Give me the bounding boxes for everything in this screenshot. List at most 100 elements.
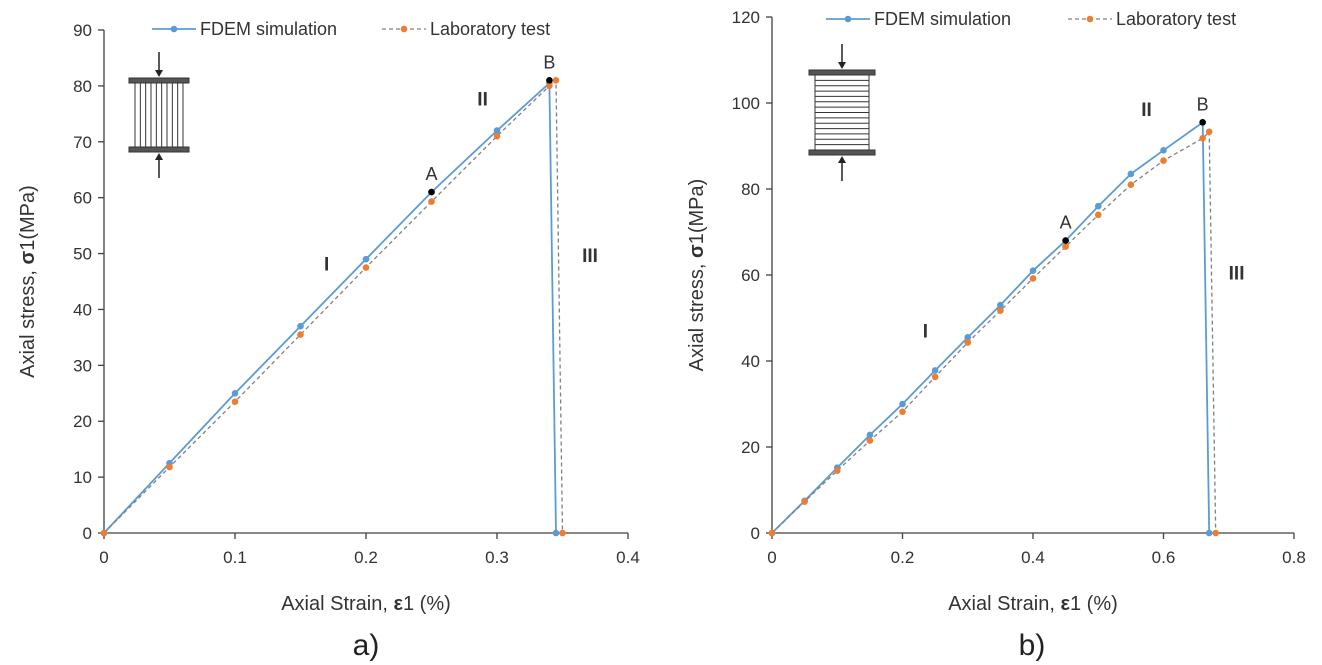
series-2-point: [100, 529, 108, 537]
y-axis-title-part-2: σ: [17, 250, 39, 264]
series-2-point: [1199, 134, 1206, 142]
x-tick-label: 0.2: [354, 548, 378, 567]
region-label: III: [582, 246, 598, 267]
arrow-down-icon: [155, 70, 163, 77]
x-tick-label: 0: [767, 548, 776, 567]
y-tick-label: 60: [73, 189, 92, 208]
series-1-point: [1205, 529, 1213, 537]
legend: FDEM simulation Laboratory test: [152, 19, 550, 39]
y-axis-title: Axial stress, σ1(MPa): [17, 185, 39, 378]
series-2-point: [1094, 211, 1102, 219]
region-label: II: [1141, 100, 1152, 121]
x-axis-title-part-2: ε: [1060, 593, 1070, 615]
chart-panel-2: 0 20 40 60 80 100 120 0 0.2 0.4 0.6 0.8 Axial Strain…: [686, 8, 1306, 662]
y-tick-label: 70: [73, 133, 92, 152]
x-axis-title: Axial Strain, ε1 (%): [281, 593, 451, 615]
x-tick-label: 0.1: [223, 548, 247, 567]
x-tick-label: 0.6: [1152, 548, 1176, 567]
arrow-up-icon: [838, 156, 846, 163]
point-marker-b: [546, 77, 553, 84]
legend-label-fdem: FDEM simulation: [200, 19, 337, 39]
series-2-point: [552, 77, 560, 84]
point-label-b: B: [543, 52, 555, 72]
chart-panel-1: 0 10 20 30 40 50 60 70 80 90 0 0.1 0.2 0.3 0.4 Axial St…: [17, 19, 640, 662]
series-1-point: [997, 301, 1004, 309]
series-1-point: [1094, 202, 1102, 210]
y-axis-title-part-3: 1(MPa): [17, 185, 39, 251]
legend-marker-fdem: [844, 15, 852, 23]
y-tick-label: 20: [741, 438, 760, 457]
series-2-point: [231, 398, 239, 405]
point-label-a: A: [1060, 213, 1072, 233]
x-axis-title-part-1: Axial Strain,: [281, 593, 393, 615]
y-axis-title-part-1: Axial stress,: [686, 258, 708, 371]
y-tick-label: 20: [73, 412, 92, 431]
y-tick-label: 80: [73, 77, 92, 96]
y-tick-label: 100: [732, 94, 760, 113]
series-2-point: [833, 467, 841, 474]
y-tick-label: 10: [73, 468, 92, 487]
series-2-point: [1212, 529, 1219, 537]
legend-label-lab: Laboratory test: [1116, 9, 1236, 29]
y-tick-label: 0: [83, 524, 92, 543]
series-2-point: [428, 198, 435, 205]
x-axis-title-part-3: 1 (%): [403, 593, 451, 615]
point-marker-a: [1062, 237, 1069, 244]
series-2-point: [1062, 243, 1069, 250]
point-marker-b: [1199, 119, 1206, 126]
horizontal-layered-specimen-icon: [808, 44, 876, 181]
series-2-point: [964, 339, 972, 346]
top-platen: [808, 69, 876, 76]
region-label: I: [923, 321, 928, 342]
x-axis-title-part-1: Axial Strain,: [948, 593, 1060, 615]
series-1-point: [1127, 170, 1135, 178]
series-2-point: [166, 463, 173, 471]
y-tick-label: 90: [73, 21, 92, 40]
y-tick-label: 30: [73, 356, 92, 375]
bottom-platen: [808, 149, 876, 156]
point-label-a: A: [425, 164, 437, 184]
series-2-point: [1205, 128, 1213, 136]
series-line-2: [771, 130, 1217, 534]
series-2-point: [1127, 181, 1135, 188]
point-marker-a: [428, 188, 435, 196]
series-2-point: [1160, 157, 1167, 164]
series-2-point: [559, 529, 566, 537]
arrow-down-icon: [838, 62, 846, 69]
x-axis-title: Axial Strain, ε1 (%): [948, 593, 1118, 615]
series-2-point: [931, 373, 939, 381]
region-label: III: [1229, 263, 1245, 284]
series-2-point: [801, 498, 808, 505]
top-platen: [128, 77, 190, 84]
bottom-platen: [128, 146, 190, 153]
y-tick-label: 40: [73, 300, 92, 319]
point-label-b: B: [1197, 94, 1209, 114]
region-label: II: [477, 89, 488, 110]
y-axis-title-part-2: σ: [686, 244, 708, 258]
series-1-point: [1029, 267, 1037, 275]
series-1-point: [1160, 147, 1167, 154]
series-2-point: [1029, 275, 1037, 282]
series-1-point: [866, 431, 874, 439]
vertical-layered-specimen-icon: [128, 52, 190, 178]
series-2-point: [297, 331, 304, 338]
series-2-point: [899, 408, 906, 416]
arrow-up-icon: [155, 153, 163, 160]
series-2-point: [768, 529, 776, 537]
y-tick-label: 40: [741, 352, 760, 371]
x-tick-label: 0: [99, 548, 108, 567]
x-tick-label: 0.4: [616, 548, 640, 567]
legend: FDEM simulation Laboratory test: [826, 9, 1236, 29]
x-tick-label: 0.3: [485, 548, 509, 567]
x-axis-title-part-2: ε: [393, 593, 403, 615]
x-tick-label: 0.2: [891, 548, 915, 567]
series-1-point: [899, 400, 906, 408]
series-2-point: [362, 264, 370, 271]
series-1-point: [362, 255, 370, 263]
panel-label: a): [353, 629, 380, 662]
legend-label-lab: Laboratory test: [430, 19, 550, 39]
legend-marker-fdem: [170, 25, 178, 33]
y-axis-title-part-3: 1(MPa): [686, 179, 708, 245]
series-2-point: [546, 82, 553, 90]
